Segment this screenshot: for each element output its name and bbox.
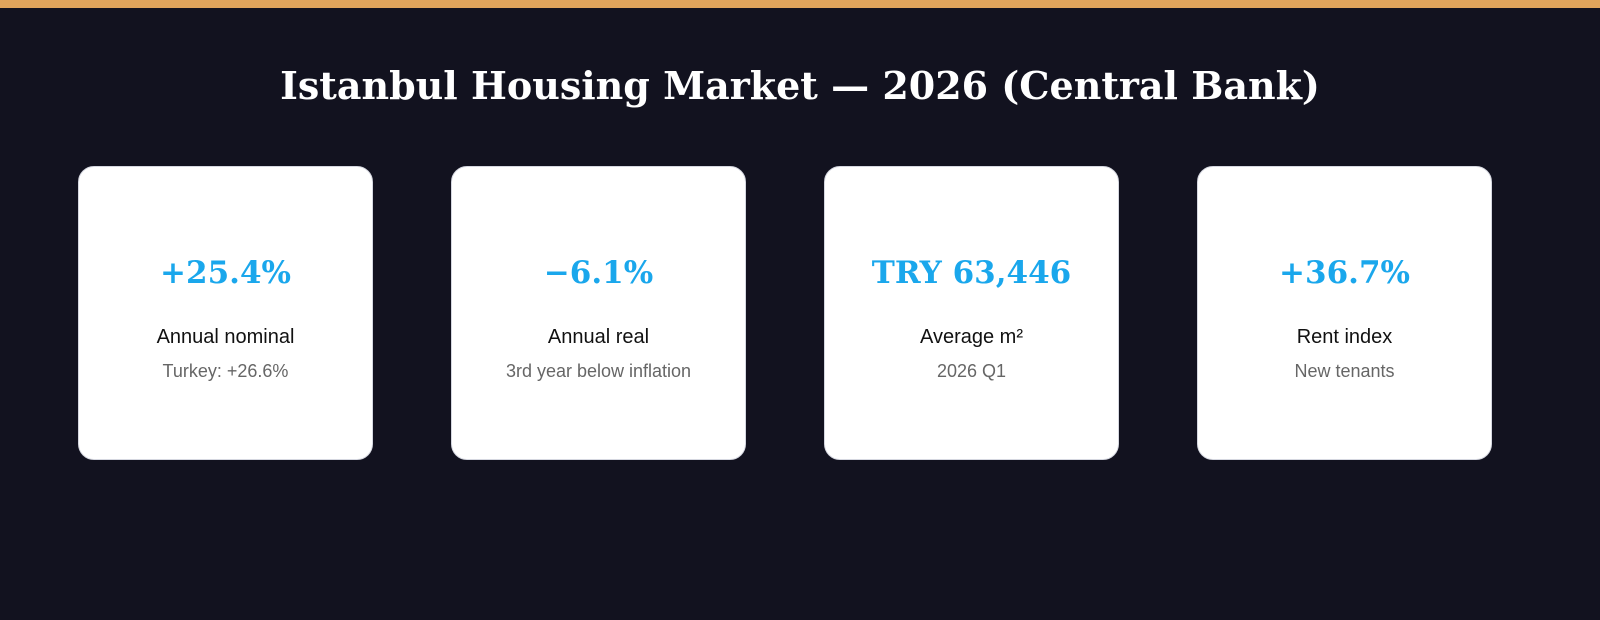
kpi-note: New tenants [1294, 361, 1395, 381]
title: Istanbul Housing Market — 2026 (Central … [280, 63, 1320, 108]
kpi-label: Average m² [919, 326, 1023, 348]
kpi-note: 3rd year below inflation [505, 361, 692, 381]
kpi-label: Annual nominal [156, 326, 295, 348]
top-bar [0, 0, 1600, 8]
kpi-value: −6.1% [543, 255, 654, 291]
kpi-card: +25.4% Annual nominal Turkey: +26.6% [78, 166, 373, 460]
card-row: +25.4% Annual nominal Turkey: +26.6% −6.1% A… [78, 166, 1492, 462]
kpi-value: TRY 63,446 [871, 255, 1072, 291]
kpi-card: −6.1% Annual real 3rd year below inflation [451, 166, 746, 460]
kpi-label: Annual real [547, 326, 650, 348]
kpi-value: +25.4% [160, 255, 291, 291]
kpi-label: Rent index [1296, 326, 1393, 348]
kpi-note: 2026 Q1 [936, 361, 1007, 381]
kpi-card: +36.7% Rent index New tenants [1197, 166, 1492, 460]
kpi-card: TRY 63,446 Average m² 2026 Q1 [824, 166, 1119, 460]
kpi-value: +36.7% [1279, 255, 1410, 291]
kpi-note: Turkey: +26.6% [162, 361, 289, 381]
